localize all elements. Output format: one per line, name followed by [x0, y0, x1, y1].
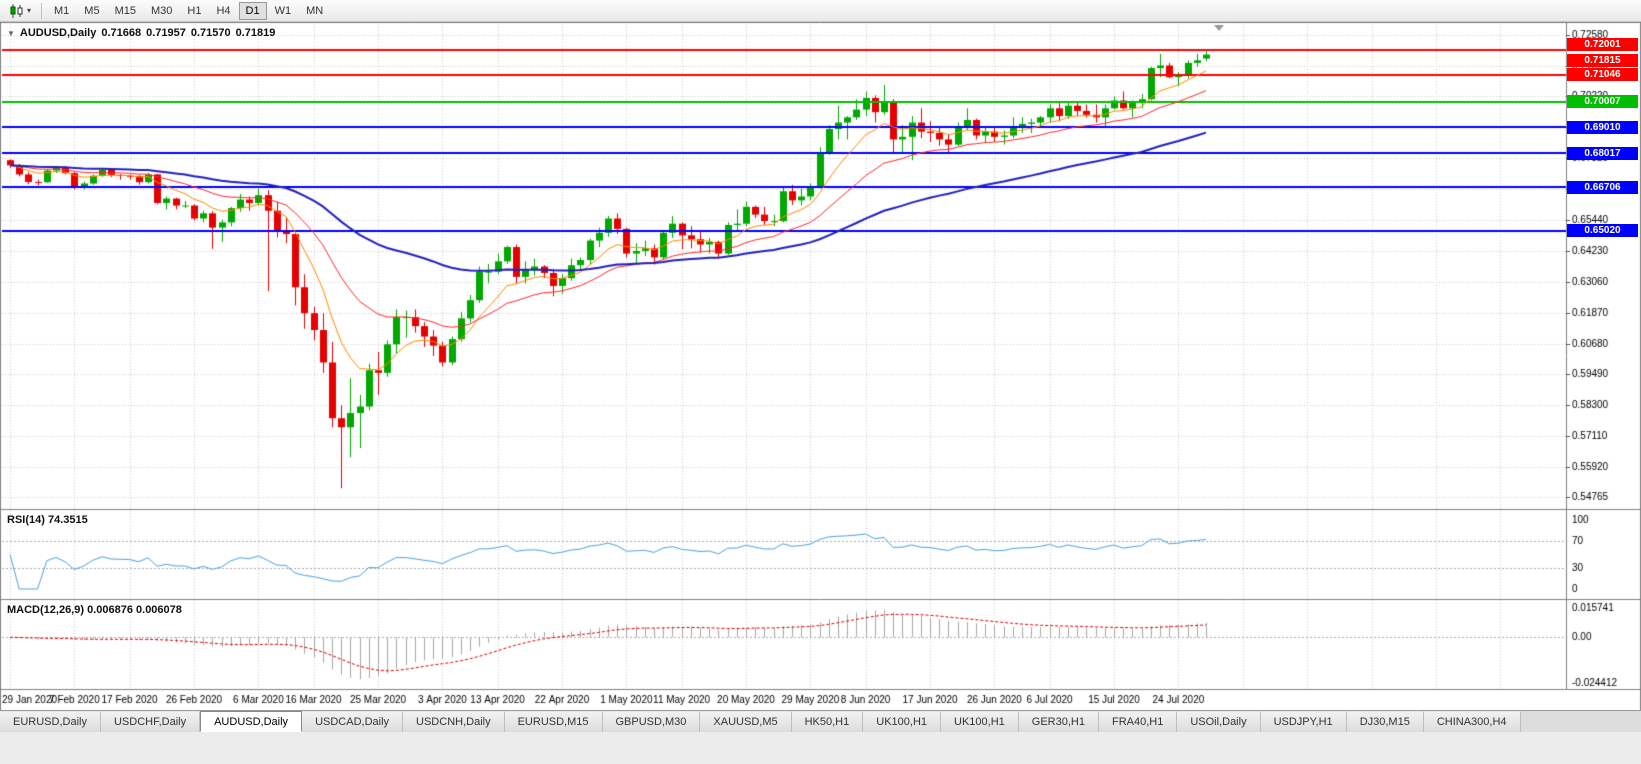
tab-audusd-daily[interactable]: AUDUSD,Daily	[200, 711, 303, 732]
price-chart-canvas[interactable]	[0, 22, 1641, 710]
tab-gbpusd-m30[interactable]: GBPUSD,M30	[602, 711, 701, 732]
tab-china300-h4[interactable]: CHINA300,H4	[1423, 711, 1521, 732]
support-level-badge: 0.69010	[1567, 120, 1638, 134]
tab-fra40-h1[interactable]: FRA40,H1	[1098, 711, 1178, 732]
tab-uk100-h1-2[interactable]: UK100,H1	[941, 711, 1019, 732]
tab-ger30-h1[interactable]: GER30,H1	[1018, 711, 1099, 732]
resistance-level-badge: 0.71046	[1567, 68, 1638, 82]
dropdown-arrow-icon: ▾	[27, 6, 32, 15]
support-level-badge: 0.66706	[1567, 180, 1638, 194]
tab-usdjpy-h1[interactable]: USDJPY,H1	[1260, 711, 1347, 732]
pivot-level-badge: 0.70007	[1567, 95, 1638, 109]
chart-type-button[interactable]: ▾	[4, 1, 36, 20]
support-level-badge: 0.65020	[1567, 224, 1638, 238]
toolbar-separator	[41, 2, 43, 19]
tab-xauusd-m5[interactable]: XAUUSD,M5	[700, 711, 792, 732]
timeframe-w1-button[interactable]: W1	[268, 2, 299, 20]
timeframe-h1-button[interactable]: H1	[180, 2, 208, 20]
timeframe-m1-button[interactable]: M1	[47, 2, 76, 20]
tab-usdcad-daily[interactable]: USDCAD,Daily	[302, 711, 404, 732]
timeframe-m30-button[interactable]: M30	[144, 2, 179, 20]
candlestick-chart-icon	[10, 3, 23, 18]
status-area	[0, 732, 1641, 764]
tab-usoil-daily[interactable]: USOil,Daily	[1177, 711, 1261, 732]
timeframe-d1-button[interactable]: D1	[238, 1, 267, 20]
resistance-level-badge: 0.72001	[1567, 37, 1638, 51]
timeframe-h4-button[interactable]: H4	[209, 2, 237, 20]
tab-eurusd-m15[interactable]: EURUSD,M15	[504, 711, 603, 732]
tab-eurusd-daily[interactable]: EURUSD,Daily	[0, 711, 101, 732]
tab-uk100-h1[interactable]: UK100,H1	[863, 711, 942, 732]
tab-hk50-h1[interactable]: HK50,H1	[791, 711, 864, 732]
timeframe-m5-button[interactable]: M5	[77, 2, 106, 20]
timeframe-m15-button[interactable]: M15	[108, 2, 143, 20]
chart-tab-bar: EURUSD,Daily USDCHF,Daily AUDUSD,Daily U…	[0, 710, 1641, 732]
timeframe-mn-button[interactable]: MN	[299, 2, 330, 20]
tab-dj30-m15[interactable]: DJ30,M15	[1346, 711, 1424, 732]
chart-area: ▼ AUDUSD,Daily 0.71668 0.71957 0.71570 0…	[0, 22, 1641, 710]
tab-usdcnh-daily[interactable]: USDCNH,Daily	[403, 711, 505, 732]
tab-usdchf-daily[interactable]: USDCHF,Daily	[100, 711, 201, 732]
support-level-badge: 0.68017	[1567, 146, 1638, 160]
current-price-badge: 0.71815	[1567, 53, 1638, 67]
toolbar: ▾ M1 M5 M15 M30 H1 H4 D1 W1 MN	[0, 0, 1641, 22]
